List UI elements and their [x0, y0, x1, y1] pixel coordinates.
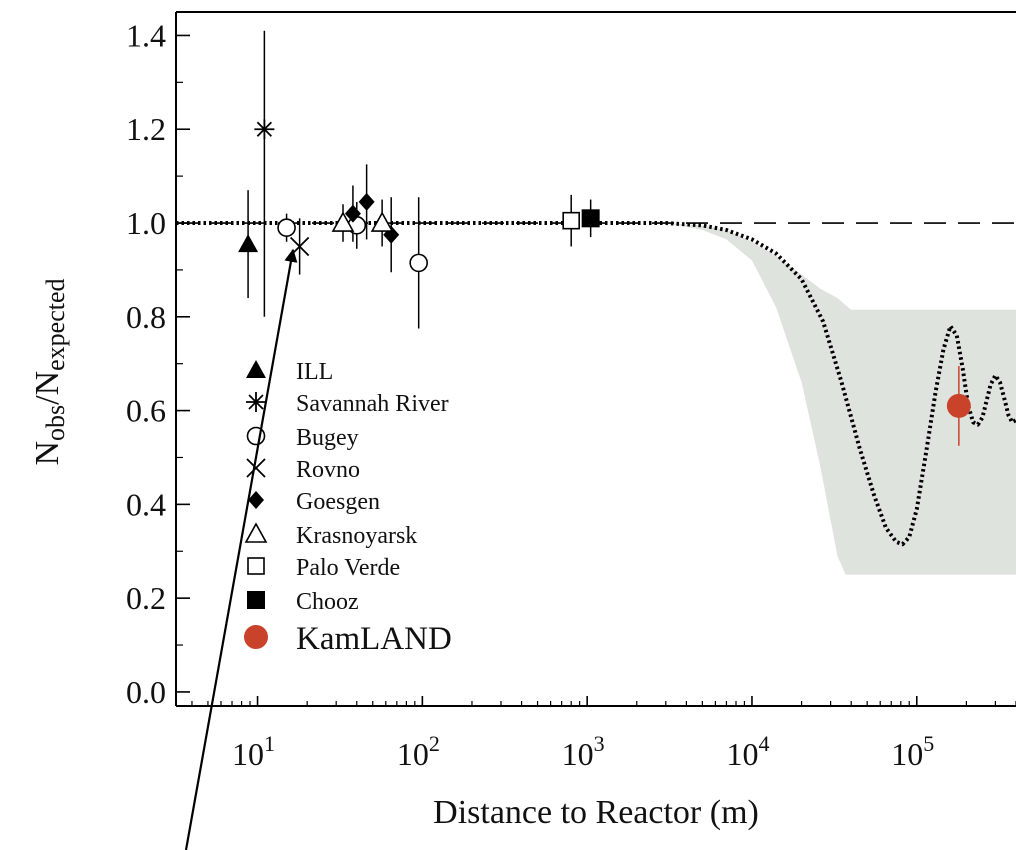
y-tick-label-7: 1.4	[126, 17, 166, 53]
legend-label-krasnoyarsk: Krasnoyarsk	[296, 523, 417, 549]
y-tick-label-5: 1.0	[126, 205, 166, 241]
y-tick-label-1: 0.2	[126, 580, 166, 616]
legend-label-goesgen: Goesgen	[296, 489, 380, 515]
oscillation-curve-line	[176, 221, 1016, 547]
point-savannah-river-0-stroke-d2	[256, 121, 273, 137]
point-palo-verde-0	[562, 211, 580, 230]
data-markers	[238, 119, 971, 418]
x-tick-label-1: 102	[397, 731, 440, 772]
legend-label-rovno: Rovno	[296, 457, 360, 483]
point-savannah-river-0	[254, 119, 275, 140]
point-bugey-0	[277, 218, 296, 238]
x-tick-label-3: 104	[726, 731, 769, 772]
y-tick-label-6: 1.2	[126, 111, 166, 147]
y-tick-label-3: 0.6	[126, 393, 166, 429]
x-tick-label-4: 105	[891, 731, 934, 772]
point-goesgen-1	[358, 192, 375, 211]
annotation-arrow	[184, 248, 298, 850]
point-krasnoyarsk-1	[370, 211, 394, 232]
y-axis-title-sub-obs: obs	[41, 405, 70, 441]
legend-marker-goesgen	[248, 491, 264, 509]
legend: ILL Savannah River Bugey Rovno Goesgen Krasno…	[244, 359, 452, 657]
legend-label-savannah-river: Savannah River	[296, 391, 449, 417]
legend-marker-savannah-river-stroke-d2	[248, 394, 264, 410]
x-tick-label-0-exp: 1	[264, 731, 275, 756]
legend-label-kamland: KamLAND	[296, 621, 452, 657]
legend-marker-rovno-stroke-b	[246, 458, 266, 478]
x-tick-label-3-exp: 4	[758, 731, 769, 756]
x-tick-label-0-base: 10	[232, 736, 264, 772]
point-chooz-0	[581, 209, 600, 228]
allowed-region-band-shape	[665, 223, 1016, 575]
legend-label-ill: ILL	[296, 359, 333, 385]
legend-marker-kamland	[244, 625, 268, 649]
y-tick-label-4: 0.8	[126, 299, 166, 335]
oscillation-curve	[176, 221, 1016, 547]
x-tick-label-2: 103	[562, 731, 605, 772]
x-tick-label-1-base: 10	[397, 736, 429, 772]
allowed-region-band	[665, 223, 1016, 575]
legend-marker-palo-verde	[247, 557, 265, 575]
y-axis-title-sub-expected: expected	[41, 278, 70, 370]
legend-label-bugey: Bugey	[296, 425, 359, 451]
x-axis-title: Distance to Reactor (m)	[433, 794, 759, 831]
legend-marker-ill	[246, 360, 266, 378]
x-tick-label-2-exp: 3	[594, 731, 605, 756]
legend-label-palo-verde: Palo Verde	[296, 555, 400, 581]
y-tick-label-0: 0.0	[126, 674, 166, 710]
legend-marker-krasnoyarsk	[244, 522, 268, 543]
y-axis-title: Nobs/Nexpected	[29, 278, 70, 465]
y-axis-ticks: 0.0 0.2 0.4 0.6 0.8 1.0 1.2 1.4	[126, 17, 190, 710]
point-ill-0	[238, 234, 259, 253]
legend-label-chooz: Chooz	[296, 589, 359, 615]
y-axis-title-slash: /N	[29, 371, 66, 405]
point-kamland-0	[946, 393, 971, 418]
x-tick-label-0: 101	[232, 731, 275, 772]
x-tick-label-4-exp: 5	[923, 731, 934, 756]
y-axis-title-main: N	[29, 441, 66, 466]
point-bugey-2	[409, 253, 428, 273]
x-tick-label-2-base: 10	[562, 736, 594, 772]
legend-marker-savannah-river	[246, 392, 266, 412]
x-tick-label-3-base: 10	[726, 736, 758, 772]
legend-marker-chooz	[247, 591, 265, 609]
x-axis-ticks: 101 102 103 104 105	[191, 696, 1016, 772]
legend-marker-rovno	[246, 458, 266, 478]
point-krasnoyarsk-0	[331, 211, 355, 232]
x-tick-label-1-exp: 2	[429, 731, 440, 756]
point-goesgen-0	[344, 204, 361, 223]
x-tick-label-4-base: 10	[891, 736, 923, 772]
y-tick-label-2: 0.4	[126, 486, 166, 522]
